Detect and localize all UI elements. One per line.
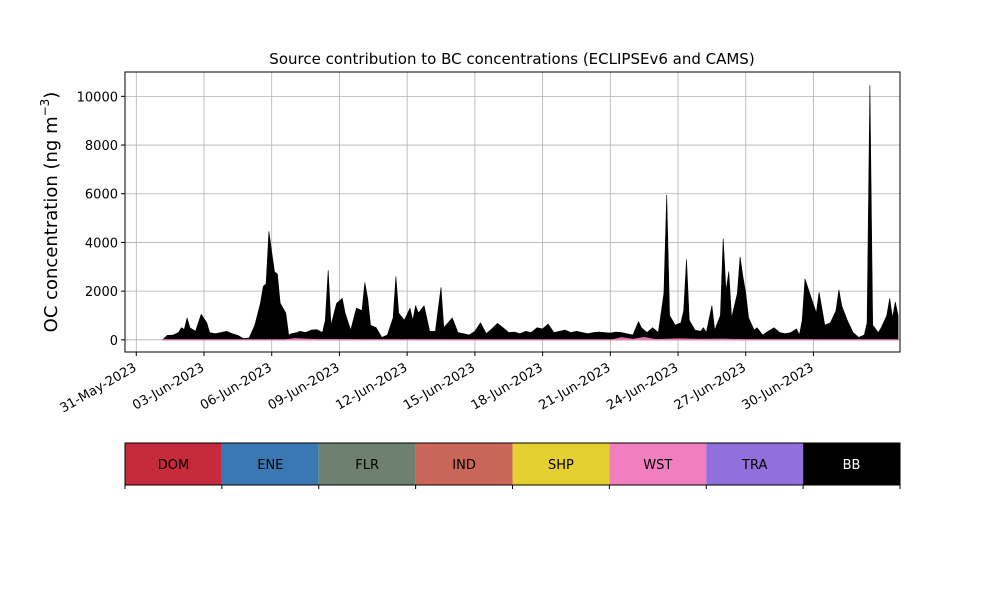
y-axis-label-close: ) (41, 92, 62, 99)
legend-swatch-ene (221, 443, 319, 485)
y-axis-ticks: 0 2000 4000 6000 8000 10000 (77, 90, 125, 349)
chart-title: Source contribution to BC concentrations… (269, 50, 754, 68)
y-tick-label: 0 (110, 334, 118, 349)
legend-swatch-tra (706, 443, 804, 485)
y-tick-label: 8000 (85, 139, 118, 154)
series-layer (162, 85, 899, 341)
legend-swatch-bb (803, 443, 900, 485)
series-area-wst (283, 336, 814, 340)
legend-swatch-ind (415, 443, 513, 485)
y-tick-label: 6000 (85, 188, 118, 203)
y-tick-label: 2000 (85, 285, 118, 300)
y-tick-label: 10000 (77, 90, 118, 105)
legend-label-shp: SHP (548, 458, 574, 473)
legend-swatch-shp (512, 443, 610, 485)
legend-label-dom: DOM (158, 458, 189, 473)
legend-label-ind: IND (452, 458, 476, 473)
y-axis-label-text: OC concentration (ng m (41, 116, 62, 332)
y-tick-label: 4000 (85, 236, 118, 251)
y-axis-label-superscript: −3 (38, 99, 52, 117)
plot-frame (124, 71, 901, 353)
legend-swatch-dom (125, 443, 222, 485)
legend-label-ene: ENE (257, 458, 283, 473)
legend-swatch-flr (318, 443, 416, 485)
series-area-bb (162, 85, 899, 341)
grid-lines (125, 72, 900, 352)
y-axis-label: OC concentration (ng m−3) (38, 92, 62, 333)
legend-label-flr: FLR (355, 458, 379, 473)
legend-swatch-wst (609, 443, 707, 485)
legend-label-bb: BB (843, 458, 861, 473)
legend-label-wst: WST (643, 458, 672, 473)
legend-colorbar: DOM ENE FLR IND SHP WST TRA BB (124, 442, 901, 489)
legend-label-tra: TRA (741, 458, 767, 473)
